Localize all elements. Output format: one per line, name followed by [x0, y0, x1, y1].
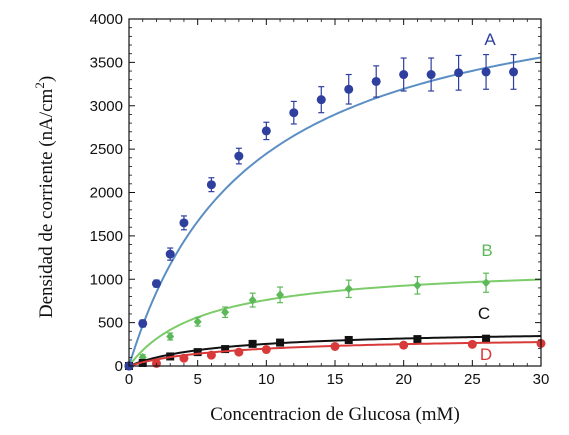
series-a-point — [454, 68, 464, 78]
series-a-point — [344, 84, 354, 94]
plot-area: A B C D — [124, 30, 546, 371]
series-a-point — [399, 70, 409, 80]
series-d-point — [261, 345, 271, 355]
series-a-point — [234, 151, 244, 161]
y-tick-label: 2000 — [90, 185, 123, 202]
series-a-point — [289, 108, 299, 118]
x-tick-label: 5 — [193, 371, 201, 388]
series-a-fit-line — [128, 56, 542, 367]
series-b-point — [413, 280, 422, 290]
series-b-point — [344, 284, 353, 294]
series-d-point — [399, 340, 409, 350]
series-a-point — [138, 318, 148, 328]
series-c-point — [276, 338, 285, 347]
series-b-point — [248, 295, 257, 305]
series-c-point — [482, 334, 491, 343]
y-tick-label: 4000 — [90, 11, 123, 28]
y-tick-label: 3000 — [90, 98, 123, 115]
y-tick-label: 1500 — [90, 228, 123, 245]
y-axis-label-main: Densidad de corriente (nA/cm — [36, 88, 57, 318]
series-a-point — [371, 76, 381, 86]
series-d-point — [234, 347, 244, 357]
series-d-point — [179, 353, 189, 363]
series-d-label: D — [480, 345, 492, 364]
y-tick-label: 2500 — [90, 141, 123, 158]
series-c-point — [413, 335, 422, 344]
x-tick-label: 20 — [395, 371, 412, 388]
series-b-point — [482, 278, 491, 288]
series-d-point — [467, 339, 477, 349]
series-c-point — [221, 345, 230, 354]
x-tick-label: 0 — [125, 371, 133, 388]
series-c-point — [193, 348, 202, 357]
series-b-point — [166, 332, 175, 342]
x-tick-label: 30 — [533, 371, 550, 388]
series-a-label: A — [484, 30, 496, 49]
y-tick-label: 0 — [115, 358, 123, 375]
x-tick-label: 25 — [464, 371, 481, 388]
series-b-point — [193, 317, 202, 327]
x-tick-label: 10 — [258, 371, 275, 388]
series-a-point — [316, 95, 326, 105]
series-a-point — [151, 279, 161, 289]
series-a-point — [206, 180, 216, 190]
series-d-point — [330, 341, 340, 351]
x-axis-label: Concentracion de Glucosa (mM) — [210, 404, 460, 425]
y-axis-label: Densidad de corriente (nA/cm2) — [32, 76, 57, 318]
y-axis-label-end: ) — [36, 76, 57, 82]
series-a-point — [509, 67, 519, 77]
series-a-point — [481, 67, 491, 77]
series-a: A — [124, 30, 542, 371]
axes: 0 5 10 15 20 25 30 0 500 1000 1500 2000 2500 3000 3500… — [90, 11, 550, 388]
series-b-point — [221, 307, 230, 317]
labels: Concentracion de Glucosa (mM) Densidad d… — [32, 76, 460, 425]
series-c-label: C — [478, 304, 490, 323]
series-b: B — [125, 241, 542, 371]
series-a-point — [261, 126, 271, 136]
series-b-point — [276, 290, 285, 300]
y-axis-label-superscript: 2 — [32, 82, 47, 89]
series-b-label: B — [481, 241, 492, 260]
series-c-point — [248, 339, 257, 348]
series-a-point — [165, 249, 175, 259]
series-d-point — [206, 350, 216, 360]
y-tick-label: 500 — [98, 315, 123, 332]
series-a-point — [179, 218, 189, 228]
y-tick-label: 3500 — [90, 54, 123, 71]
series-c-point — [344, 335, 353, 344]
x-tick-label: 15 — [327, 371, 344, 388]
series-a-point — [426, 70, 436, 80]
y-tick-label: 1000 — [90, 271, 123, 288]
